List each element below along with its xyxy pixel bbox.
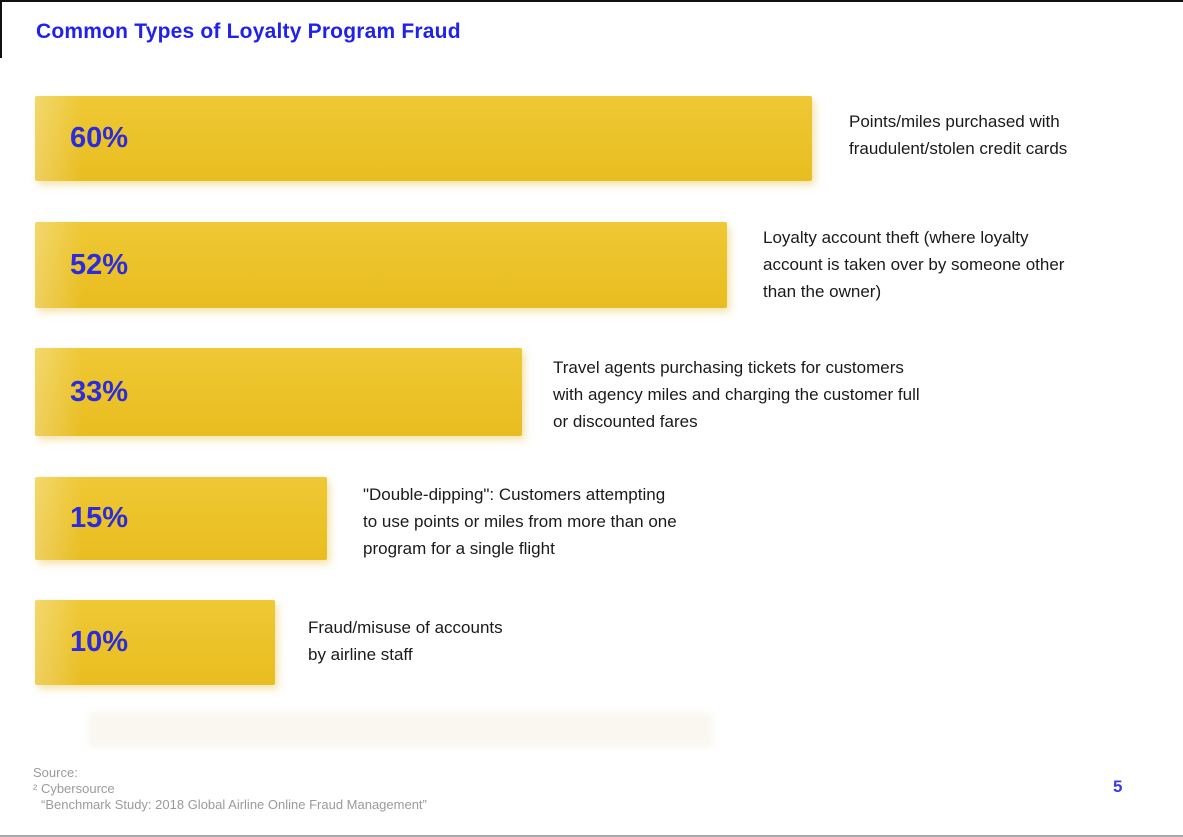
bar-points-miles-purchased: 60%: [35, 96, 812, 181]
bar-description: Loyalty account theft (where loyalty acc…: [763, 228, 1065, 301]
bar-staff-fraud: 10%: [35, 600, 275, 685]
bar-value-label: 33%: [70, 375, 129, 408]
source-note: Source: ² Cybersource “Benchmark Study: …: [33, 765, 427, 813]
bar-travel-agents: 33%: [35, 348, 522, 436]
faded-ghost-bar: [88, 712, 713, 748]
bar-value-label: 60%: [70, 122, 129, 154]
bar-value-label: 52%: [70, 248, 129, 281]
bar-value-label: 10%: [70, 626, 129, 658]
bar-loyalty-account-theft: 52%: [35, 222, 727, 308]
source-line-2: ² Cybersource: [33, 781, 115, 796]
slide-left-border: [0, 0, 2, 58]
bar-value-label: 15%: [70, 502, 129, 534]
slide-top-border: [0, 0, 1183, 2]
bar-description: Travel agents purchasing tickets for cus…: [553, 358, 920, 431]
page-title: Common Types of Loyalty Program Fraud: [36, 20, 461, 44]
bar-double-dipping: 15%: [35, 477, 327, 560]
slide-bottom-border: [0, 835, 1183, 837]
source-line-1: Source:: [33, 765, 78, 780]
bar-description: "Double-dipping": Customers attempting t…: [363, 485, 677, 558]
bar-description: Fraud/misuse of accounts by airline staf…: [308, 618, 503, 664]
page-number: 5: [1113, 777, 1123, 796]
source-line-3: “Benchmark Study: 2018 Global Airline On…: [41, 797, 427, 812]
bar-description: Points/miles purchased with fraudulent/s…: [849, 112, 1068, 158]
